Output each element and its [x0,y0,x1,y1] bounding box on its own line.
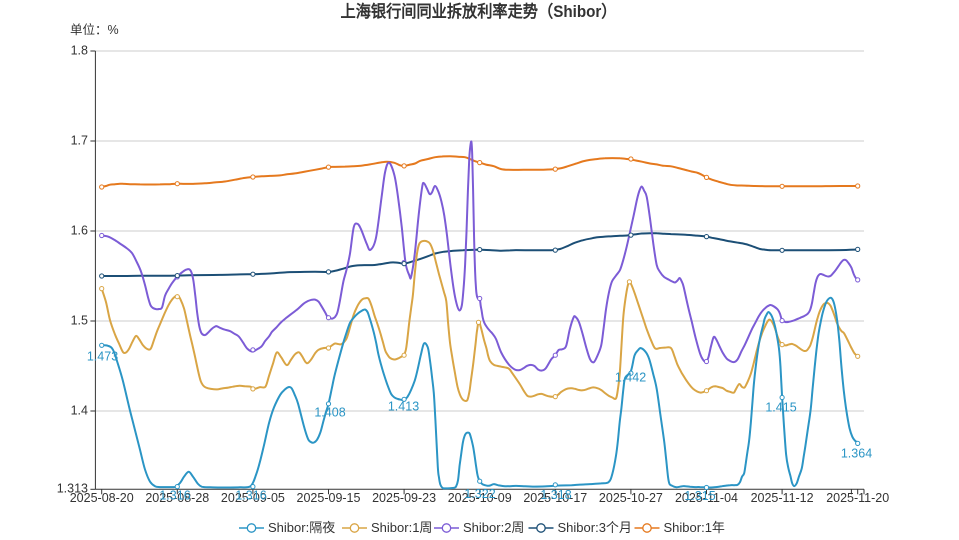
svg-text:1.4: 1.4 [71,403,88,417]
svg-text:1.415: 1.415 [765,400,796,414]
svg-text:Shibor:3个月: Shibor:3个月 [558,520,632,535]
svg-text:2025-11-12: 2025-11-12 [751,491,814,505]
svg-text:2025-08-28: 2025-08-28 [145,491,209,505]
svg-text:1.8: 1.8 [71,43,88,57]
svg-text:1.364: 1.364 [841,446,872,460]
svg-text:2025-11-20: 2025-11-20 [826,491,889,505]
svg-text:2025-09-05: 2025-09-05 [221,491,285,505]
svg-text:1.6: 1.6 [71,223,88,237]
svg-text:Shibor:1周: Shibor:1周 [371,520,432,535]
svg-text:1.316: 1.316 [235,488,266,502]
svg-text:2025-11-04: 2025-11-04 [675,491,738,505]
svg-text:1.473: 1.473 [87,349,118,363]
svg-text:2025-09-23: 2025-09-23 [372,491,436,505]
svg-text:1.318: 1.318 [540,488,571,502]
svg-text:2025-10-17: 2025-10-17 [523,491,587,505]
svg-text:1.316: 1.316 [159,488,190,502]
svg-text:Shibor:隔夜: Shibor:隔夜 [268,520,335,535]
svg-text:2025-10-09: 2025-10-09 [448,491,512,505]
svg-text:1.322: 1.322 [464,487,495,501]
svg-text:1.408: 1.408 [314,405,345,419]
svg-text:2025-10-27: 2025-10-27 [599,491,663,505]
svg-text:上海银行间同业拆放利率走势（Shibor）: 上海银行间同业拆放利率走势（Shibor） [341,1,617,21]
svg-text:Shibor:1年: Shibor:1年 [664,520,725,535]
svg-text:1.413: 1.413 [388,399,419,413]
svg-text:单位：%: 单位：% [70,22,119,37]
svg-text:1.7: 1.7 [71,133,88,147]
svg-text:2025-08-20: 2025-08-20 [70,491,134,505]
svg-text:1.442: 1.442 [615,370,646,384]
svg-text:2025-09-15: 2025-09-15 [297,491,361,505]
svg-text:1.5: 1.5 [71,313,88,327]
svg-text:Shibor:2周: Shibor:2周 [463,520,524,535]
svg-text:1.315: 1.315 [684,489,715,503]
svg-text:1.313: 1.313 [57,482,88,496]
